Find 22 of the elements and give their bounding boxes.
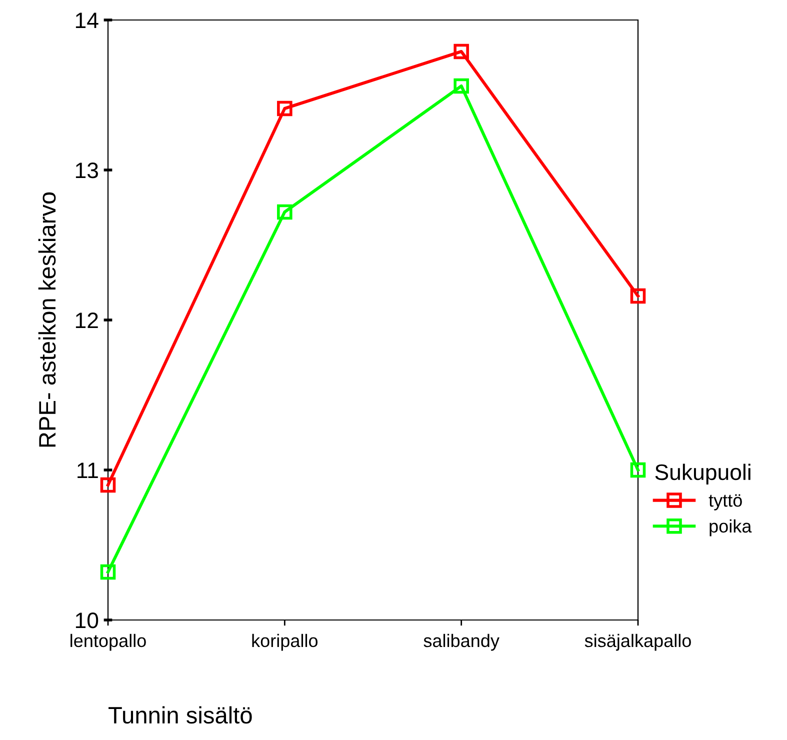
x-tick-label: koripallo: [252, 634, 318, 651]
y-tick-label: 10: [76, 612, 98, 628]
point: [100, 477, 116, 493]
x-tick-label: sisäjalkapallo: [584, 634, 691, 651]
point: [630, 462, 646, 478]
legend-label: tyttö: [708, 494, 742, 510]
point: [277, 204, 292, 220]
x-tick-label: salibandy: [424, 634, 500, 651]
point: [630, 288, 646, 304]
point: [277, 100, 292, 116]
x-tick-label: lentopallo: [70, 634, 146, 651]
point: [454, 44, 469, 60]
y-tick-label: 14: [76, 12, 98, 28]
point: [100, 564, 116, 580]
y-tick-label: 12: [76, 312, 98, 328]
y-tick-label: 13: [76, 162, 98, 178]
point: [454, 78, 469, 94]
x-axis-title: Tunnin sisältö: [108, 706, 252, 724]
y-axis-title: RPE- asteikon keskiarvo: [38, 192, 56, 447]
legend-title: Sukupuoli: [655, 464, 750, 484]
y-tick-label: 11: [78, 462, 98, 478]
legend-label: poika: [710, 519, 752, 536]
